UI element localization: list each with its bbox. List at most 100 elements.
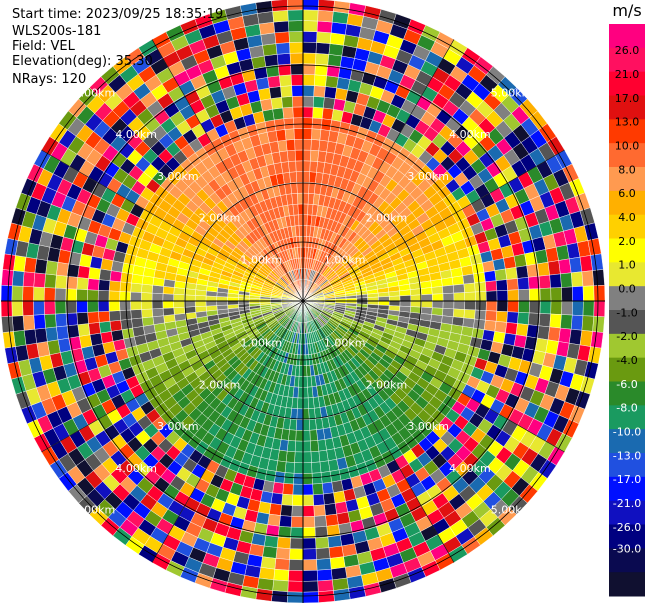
velocity-cell [269, 86, 282, 99]
velocity-cell [109, 319, 123, 332]
velocity-cell [290, 74, 304, 86]
velocity-cell [307, 397, 315, 409]
velocity-cell [296, 408, 304, 420]
velocity-cell [119, 300, 131, 311]
velocity-cell [302, 430, 311, 442]
velocity-cell [13, 330, 27, 347]
velocity-cell [77, 265, 91, 279]
velocity-cell [506, 311, 519, 324]
nrays: NRays: 120 [12, 72, 87, 87]
velocity-cell [298, 214, 304, 226]
velocity-cell [297, 203, 304, 216]
velocity-cell [328, 545, 344, 559]
velocity-cell [550, 300, 563, 315]
velocity-cell [318, 449, 329, 463]
velocity-cell [34, 258, 48, 275]
colorbar: m/s 26.0 21.0 17.0 13.0 10.0 8.0 6.0 4.0 2.0 1.0 0… [609, 1, 645, 597]
velocity-cell [313, 85, 326, 98]
velocity-cell [572, 286, 584, 302]
velocity-cell [88, 267, 101, 280]
velocity-cell [313, 504, 326, 517]
velocity-cell [286, 591, 304, 604]
velocity-cell [473, 272, 486, 284]
range-ring-label: 3.00km [407, 420, 449, 433]
velocity-cell [289, 52, 304, 65]
range-ring-label: 2.00km [199, 378, 241, 391]
velocity-cell [324, 86, 337, 99]
velocity-cell [302, 408, 310, 420]
velocity-cell [302, 516, 316, 528]
velocity-cell [275, 129, 287, 142]
velocity-cell [294, 451, 304, 464]
velocity-cell [474, 309, 487, 321]
velocity-cell [55, 313, 68, 328]
start-time: Start time: 2023/09/25 18:35:19 [12, 7, 224, 22]
ppi-plot: 1.00km 1.00km 1.00km 1.00km 2.00km 2.00km 2.00… [0, 0, 605, 604]
velocity-cell [293, 214, 300, 227]
velocity-cell [55, 274, 68, 289]
velocity-cell [295, 430, 304, 442]
velocity-cell [294, 149, 304, 162]
velocity-cell [515, 265, 529, 279]
velocity-cell [561, 300, 573, 316]
range-ring-label: 5.00km [74, 504, 116, 517]
velocity-cell [290, 516, 304, 528]
velocity-cell [119, 291, 131, 302]
velocity-cell [288, 31, 304, 43]
velocity-cell [547, 326, 561, 342]
velocity-cell [442, 300, 455, 310]
velocity-cell [311, 117, 323, 130]
velocity-cell [317, 579, 334, 593]
velocity-cell [281, 96, 294, 109]
velocity-cell [492, 258, 506, 271]
range-ring-label: 4.00km [449, 462, 491, 475]
velocity-cell [323, 96, 336, 110]
velocity-cell [269, 503, 282, 516]
velocity-cell [302, 149, 312, 162]
velocity-cell [430, 278, 443, 288]
velocity-cell [592, 315, 605, 333]
velocity-cell [120, 318, 133, 330]
velocity-cell [550, 287, 563, 302]
velocity-cell [331, 480, 344, 494]
velocity-cell [291, 505, 304, 517]
velocity-cell [11, 270, 25, 287]
velocity-cell [98, 268, 112, 281]
velocity-cell [76, 300, 88, 314]
velocity-cell [367, 296, 379, 302]
velocity-cell [151, 300, 164, 310]
velocity-cell [302, 386, 309, 399]
velocity-cell [311, 472, 323, 485]
velocity-cell [494, 268, 508, 281]
velocity-cell [275, 547, 291, 560]
velocity-cell [330, 21, 348, 35]
colorbar-tick-label: -2.0 [616, 330, 637, 343]
velocity-cell [33, 272, 46, 288]
velocity-cell [11, 315, 25, 332]
velocity-cell [291, 85, 304, 97]
velocity-cell [11, 300, 24, 317]
velocity-cell [205, 305, 218, 312]
velocity-cell [270, 96, 283, 110]
colorbar-tick-label: -13.0 [613, 449, 641, 462]
velocity-cell [282, 106, 294, 119]
velocity-cell [287, 580, 304, 593]
velocity-cell [321, 107, 334, 121]
velocity-cell [286, 440, 296, 453]
velocity-cell [314, 515, 327, 528]
velocity-cell [302, 440, 312, 453]
colorbar-tick-label: -1.0 [616, 306, 637, 319]
range-ring-label: 5.00km [74, 86, 116, 99]
velocity-cell [569, 256, 583, 274]
colorbar-tick-label: -8.0 [616, 402, 637, 415]
velocity-cell [593, 284, 605, 302]
colorbar-tick-label: 1.0 [618, 259, 636, 272]
velocity-cell [275, 42, 291, 55]
velocity-cell [507, 300, 519, 313]
velocity-cell [314, 74, 327, 87]
velocity-cell [582, 285, 595, 302]
velocity-cell [547, 260, 561, 276]
velocity-cell [463, 309, 476, 320]
velocity-cell [561, 286, 573, 302]
velocity-cell [76, 312, 89, 325]
